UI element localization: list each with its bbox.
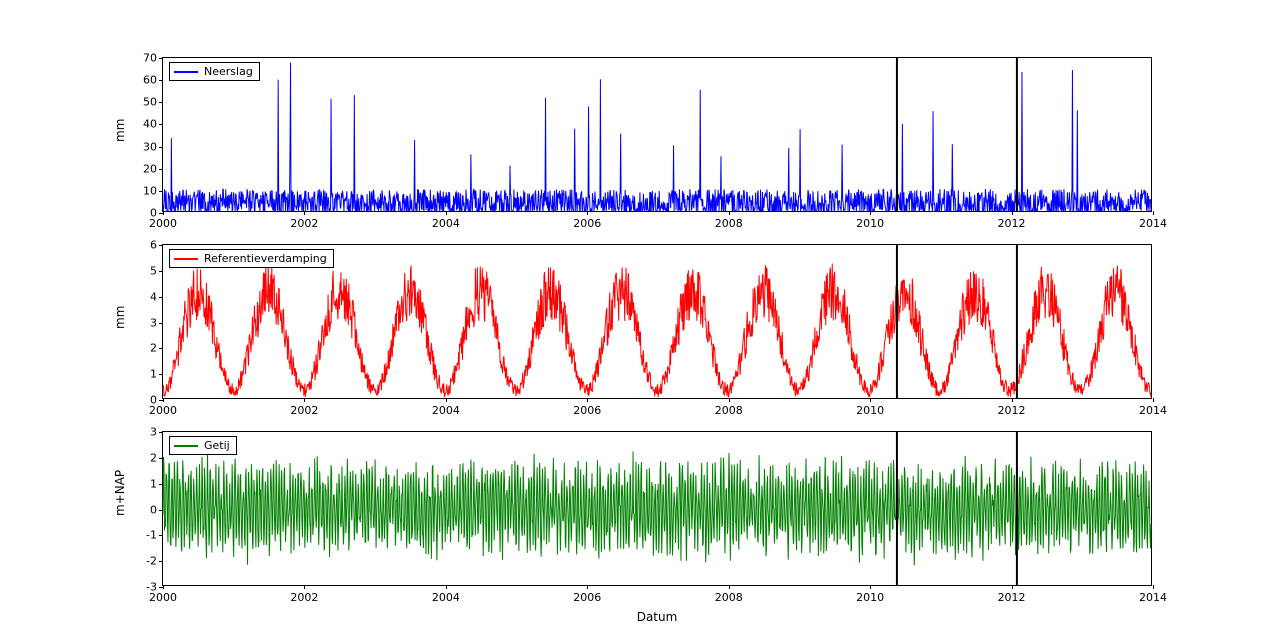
legend-label: Referentieverdamping (204, 252, 327, 265)
ytick-label: 4 (150, 290, 157, 303)
panel-precip: 0102030405060702000200220042006200820102… (162, 57, 1152, 212)
legend-swatch (174, 445, 198, 447)
ytick-label: 70 (143, 52, 157, 65)
ytick-label: 5 (150, 264, 157, 277)
panel-evap: 012345620002002200420062008201020122014R… (162, 244, 1152, 399)
xtick-label: 2004 (432, 591, 460, 604)
xtick-label: 2010 (856, 591, 884, 604)
xtick-label: 2012 (998, 591, 1026, 604)
xtick-label: 2014 (1139, 217, 1167, 230)
ytick-label: 2 (150, 342, 157, 355)
ytick-label: 40 (143, 118, 157, 131)
ytick-label: 6 (150, 239, 157, 252)
legend-evap: Referentieverdamping (169, 249, 334, 268)
panel-tide: -3-2-10123200020022004200620082010201220… (162, 431, 1152, 586)
xtick-label: 2000 (149, 217, 177, 230)
legend-precip: Neerslag (169, 62, 260, 81)
xtick-label: 2004 (432, 217, 460, 230)
ytick-label: 1 (150, 477, 157, 490)
xtick-label: 2006 (573, 404, 601, 417)
xlabel: Datum (627, 610, 687, 624)
xtick-label: 2002 (290, 404, 318, 417)
ytick-label: 0 (150, 503, 157, 516)
xtick-label: 2002 (290, 217, 318, 230)
ytick-label: 3 (150, 316, 157, 329)
ytick-label: 60 (143, 74, 157, 87)
xtick-label: 2010 (856, 404, 884, 417)
ytick-label: 30 (143, 140, 157, 153)
xtick-label: 2004 (432, 404, 460, 417)
ytick-label: 10 (143, 184, 157, 197)
series-precip (163, 58, 1151, 211)
ytick-label: 1 (150, 368, 157, 381)
xtick-label: 2012 (998, 217, 1026, 230)
figure: 0 10 20 30 40 50 60 70 2000 2002 2004 2006 2008 2010 2… (0, 0, 1280, 636)
xtick-label: 2014 (1139, 591, 1167, 604)
legend-label: Neerslag (204, 65, 253, 78)
legend-label: Getij (204, 439, 230, 452)
xtick-label: 2000 (149, 591, 177, 604)
series-tide (163, 432, 1151, 585)
xtick-label: 2008 (715, 217, 743, 230)
ytick-label: 3 (150, 426, 157, 439)
legend-swatch (174, 71, 198, 73)
xtick-label: 2008 (715, 591, 743, 604)
xtick-label: 2000 (149, 404, 177, 417)
xtick-label: 2006 (573, 217, 601, 230)
ytick-label: 2 (150, 451, 157, 464)
xtick-label: 2006 (573, 591, 601, 604)
ytick-label: 20 (143, 162, 157, 175)
ytick-label: -2 (146, 555, 157, 568)
xtick-label: 2002 (290, 591, 318, 604)
legend-swatch (174, 258, 198, 260)
ytick-label: -1 (146, 529, 157, 542)
legend-tide: Getij (169, 436, 237, 455)
xtick-label: 2014 (1139, 404, 1167, 417)
xtick-label: 2008 (715, 404, 743, 417)
xtick-label: 2012 (998, 404, 1026, 417)
xtick-label: 2010 (856, 217, 884, 230)
ytick-label: 50 (143, 96, 157, 109)
